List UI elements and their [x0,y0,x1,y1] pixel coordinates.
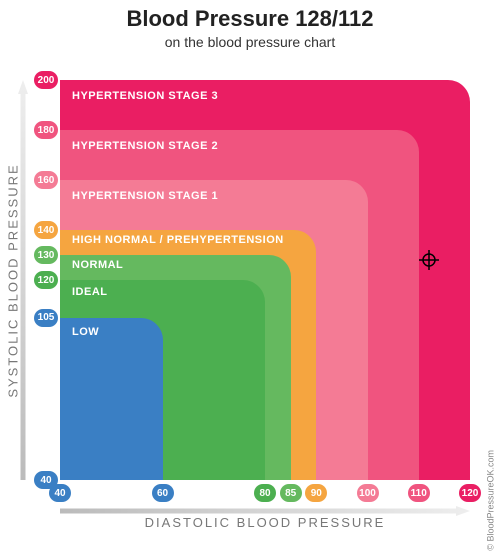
zone-label: IDEAL [72,286,108,298]
x-tick: 110 [408,484,430,502]
y-tick: 180 [34,121,58,139]
y-tick: 160 [34,171,58,189]
y-axis-label-wrap: SYSTOLIC BLOOD PRESSURE [6,80,20,480]
bp-chart: SYSTOLIC BLOOD PRESSURE HYPERTENSION STA… [0,60,500,530]
zone-label: HYPERTENSION STAGE 3 [72,90,218,102]
x-tick: 100 [357,484,379,502]
x-tick: 120 [459,484,481,502]
y-axis-label: SYSTOLIC BLOOD PRESSURE [6,163,21,397]
x-axis-label: DIASTOLIC BLOOD PRESSURE [60,515,470,530]
x-tick: 40 [49,484,71,502]
x-tick: 60 [152,484,174,502]
credit-text: © BloodPressureOK.com [486,450,496,551]
y-tick: 200 [34,71,58,89]
zone-label: NORMAL [72,259,123,271]
y-tick: 120 [34,271,58,289]
x-tick: 80 [254,484,276,502]
y-tick: 105 [34,309,58,327]
plot-area: HYPERTENSION STAGE 3 HYPERTENSION STAGE 2… [60,80,470,480]
chart-subtitle: on the blood pressure chart [0,34,500,50]
chart-title: Blood Pressure 128/112 [0,6,500,32]
zone-label: LOW [72,326,99,338]
y-tick: 130 [34,246,58,264]
x-tick: 85 [280,484,302,502]
zone-label: HYPERTENSION STAGE 2 [72,140,218,152]
y-tick: 140 [34,221,58,239]
x-tick: 90 [305,484,327,502]
zone-low: LOW [60,318,163,481]
zone-label: HIGH NORMAL / PREHYPERTENSION [72,234,284,246]
zone-label: HYPERTENSION STAGE 1 [72,190,218,202]
